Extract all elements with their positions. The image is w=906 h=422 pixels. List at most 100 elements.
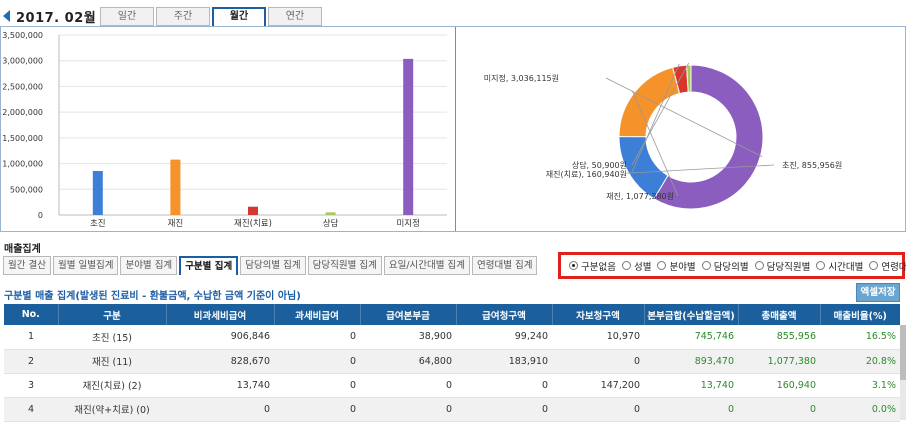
radio-selected-icon[interactable] — [569, 261, 578, 270]
tab-by-category[interactable]: 구분별 집계 — [179, 256, 239, 275]
radio-label: 담당직원별 — [766, 261, 811, 273]
table-cell: 828,670 — [166, 349, 274, 374]
slice-label: 재진, 1,077,380원 — [606, 191, 674, 201]
excel-export-button[interactable]: 엑셀저장 — [856, 283, 900, 302]
y-tick-label: 1,000,000 — [2, 160, 43, 169]
table-cell: 10,970 — [552, 325, 644, 350]
summary-tabs: 월간 결산 월별 일별집계 분야별 집계 구분별 집계 담당의별 집계 담당직원… — [3, 256, 539, 275]
table-caption: 구분별 매출 집계(발생된 진료비 - 환불금액, 수납한 금액 기준이 아님) — [4, 291, 301, 302]
radio-icon[interactable] — [657, 261, 667, 270]
table-cell: 16.5% — [820, 325, 900, 350]
tab-monthly-settlement[interactable]: 월간 결산 — [3, 256, 51, 275]
x-tick-label: 재진(치료) — [234, 218, 272, 229]
table-cell: 906,846 — [166, 325, 274, 350]
y-tick-label: 3,500,000 — [2, 31, 43, 40]
table-row[interactable]: 2 재진 (11) 828,670 0 64,800 183,910 0 893,470 1,0… — [4, 349, 900, 374]
bar-2 — [248, 206, 258, 215]
radio-label: 분야별 — [669, 261, 696, 273]
column-header: 과세비급여 — [273, 304, 360, 325]
radio-by-gender[interactable]: 성별 — [621, 259, 652, 273]
slice-label: 미지정, 3,036,115원 — [484, 73, 559, 83]
column-header: 자보청구액 — [551, 304, 644, 325]
scrollbar-thumb[interactable] — [900, 325, 906, 380]
tab-by-weekday-time[interactable]: 요일/시간대별 집계 — [383, 256, 471, 275]
table-cell: 0 — [552, 349, 644, 374]
table-cell: 13,740 — [644, 373, 738, 398]
tab-weekly[interactable]: 주간 — [156, 7, 210, 26]
tab-by-staff[interactable]: 담당직원별 집계 — [307, 256, 382, 275]
tab-by-age[interactable]: 연령대별 집계 — [472, 256, 538, 275]
table-cell: 1,077,380 — [738, 349, 820, 374]
chart-divider — [455, 27, 456, 231]
radio-label: 담당의별 — [713, 261, 749, 273]
column-header: 본부금합(수납할금액) — [643, 304, 738, 325]
table-cell: 64,800 — [360, 349, 456, 374]
radio-label: 구분없음 — [581, 261, 616, 273]
table-cell: 38,900 — [360, 325, 456, 350]
table-cell: 4 — [4, 397, 58, 422]
table-cell: 0 — [456, 397, 552, 422]
table-cell: 재진 (11) — [58, 349, 166, 374]
tab-yearly[interactable]: 연간 — [268, 7, 322, 26]
table-cell: 0 — [552, 397, 644, 422]
table-scrollbar[interactable] — [900, 325, 906, 420]
slice-label: 재진(치료), 160,940원 — [546, 169, 627, 179]
table-row[interactable]: 1 초진 (15) 906,846 0 38,900 99,240 10,970 745,74… — [4, 325, 900, 350]
column-header: 비과세비급여 — [165, 304, 274, 325]
radio-icon[interactable] — [754, 261, 764, 270]
table-cell: 0 — [166, 397, 274, 422]
radio-by-age[interactable]: 연령대별 — [869, 259, 906, 273]
table-cell: 0.0% — [820, 397, 900, 422]
column-header: 구분 — [57, 304, 166, 325]
x-tick-label: 초진 — [90, 218, 106, 229]
radio-by-staff[interactable]: 담당직원별 — [754, 259, 811, 273]
radio-icon[interactable] — [701, 261, 711, 270]
radio-label: 연령대별 — [881, 261, 906, 273]
table-cell: 2 — [4, 349, 58, 374]
table-cell: 0 — [274, 373, 360, 398]
bar-3 — [325, 212, 336, 215]
tab-monthly[interactable]: 월간 — [212, 7, 266, 27]
column-header: 급여본부금 — [359, 304, 456, 325]
radio-label: 시간대별 — [828, 261, 864, 273]
leader-line — [631, 62, 690, 166]
period-navigator: 2017. 02월 — [0, 6, 110, 26]
radio-icon[interactable] — [869, 261, 879, 270]
tab-by-field[interactable]: 분야별 집계 — [120, 256, 178, 275]
radio-icon[interactable] — [816, 261, 826, 270]
table-cell: 0 — [274, 397, 360, 422]
table-cell: 183,910 — [456, 349, 552, 374]
tab-daily[interactable]: 일간 — [100, 7, 154, 26]
y-tick-label: 2,000,000 — [2, 108, 43, 117]
table-cell: 재진(약+치료) (0) — [58, 397, 166, 422]
radio-by-time[interactable]: 시간대별 — [816, 259, 863, 273]
period-tabs: 일간 주간 월간 연간 — [100, 7, 324, 27]
radio-by-field[interactable]: 분야별 — [657, 259, 696, 273]
y-tick-label: 1,500,000 — [2, 134, 43, 143]
tab-by-doctor[interactable]: 담당의별 집계 — [240, 256, 306, 275]
leader-line — [605, 77, 763, 158]
slice-4 — [653, 64, 764, 210]
prev-month-arrow-icon[interactable] — [3, 10, 10, 22]
bar-4 — [403, 58, 414, 216]
radio-no-grouping[interactable]: 구분없음 — [569, 259, 616, 273]
radio-label: 성별 — [633, 261, 652, 273]
table-cell: 855,956 — [738, 325, 820, 350]
leader-line — [626, 164, 775, 174]
sales-summary-table: No. 구분 비과세비급여 과세비급여 급여본부금 급여청구액 자보청구액 본부금합(수납할금… — [4, 304, 900, 422]
table-row[interactable]: 3 재진(치료) (2) 13,740 0 0 0 147,200 13,740 160,940… — [4, 373, 900, 398]
table-cell: 0 — [360, 373, 456, 398]
x-tick-label: 재진 — [168, 218, 184, 229]
radio-icon[interactable] — [621, 261, 631, 270]
table-cell: 745,746 — [644, 325, 738, 350]
leader-line — [632, 91, 679, 197]
table-cell: 재진(치료) (2) — [58, 373, 166, 398]
radio-by-doctor[interactable]: 담당의별 — [701, 259, 749, 273]
table-row[interactable]: 4 재진(약+치료) (0) 0 0 0 0 0 0 0 0.0% — [4, 397, 900, 422]
table-cell: 20.8% — [820, 349, 900, 374]
y-tick-label: 3,000,000 — [2, 57, 43, 66]
y-tick-label: 2,500,000 — [2, 82, 43, 91]
slice-1 — [618, 66, 681, 138]
tab-monthly-daily[interactable]: 월별 일별집계 — [52, 256, 119, 275]
